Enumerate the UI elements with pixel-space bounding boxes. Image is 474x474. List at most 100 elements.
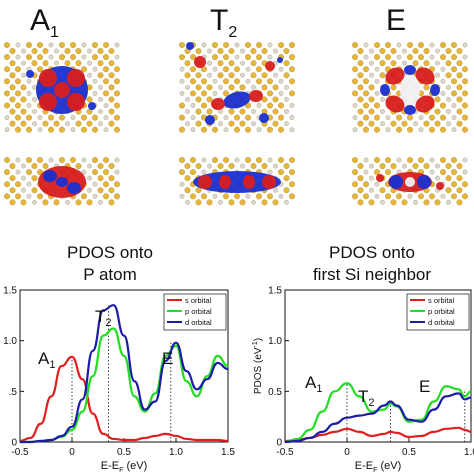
atom	[462, 42, 468, 48]
atom	[451, 127, 457, 133]
atom	[445, 60, 452, 67]
atom	[179, 157, 185, 163]
atom	[185, 97, 190, 102]
atom	[283, 163, 290, 169]
atom	[207, 72, 212, 78]
atom	[368, 120, 375, 127]
atom	[352, 181, 358, 188]
orbital-lobe	[265, 61, 275, 71]
atom	[284, 97, 289, 102]
atom	[289, 157, 295, 163]
atom	[278, 157, 284, 163]
atom	[114, 54, 120, 60]
atom	[278, 78, 284, 84]
atom	[26, 169, 32, 176]
atom	[26, 193, 32, 199]
atom	[272, 120, 279, 127]
atom	[379, 60, 386, 67]
atom	[462, 157, 468, 163]
atom	[92, 157, 98, 163]
atom	[374, 169, 380, 176]
atom	[15, 66, 21, 73]
atom	[363, 54, 369, 60]
atom	[402, 163, 407, 169]
x-tick-label: 1.5	[221, 447, 235, 458]
atom	[451, 103, 457, 108]
atom	[272, 96, 279, 103]
atom	[462, 66, 468, 73]
atom	[114, 90, 120, 97]
atom	[418, 54, 424, 61]
atom	[103, 90, 109, 97]
atom	[423, 199, 430, 206]
atom	[239, 120, 246, 127]
atom	[195, 48, 202, 54]
atom	[261, 84, 268, 91]
atom	[26, 42, 32, 48]
atom	[21, 48, 26, 54]
atom	[81, 66, 87, 73]
atom	[451, 181, 457, 188]
atom	[256, 78, 262, 85]
atom	[179, 193, 185, 199]
atom	[70, 157, 76, 163]
atom	[37, 66, 43, 73]
atom	[217, 72, 224, 79]
atom	[228, 120, 235, 127]
atom	[4, 78, 10, 85]
atom	[239, 84, 246, 91]
atom	[32, 121, 37, 127]
x-axis-label: E-EF (eV)	[355, 460, 401, 474]
atom	[212, 157, 218, 163]
y-tick-label: .5	[9, 387, 18, 398]
atom	[289, 66, 295, 73]
atom	[446, 109, 451, 114]
atom	[278, 169, 284, 176]
atom	[108, 120, 115, 127]
series-line-d-orbital	[19, 304, 229, 444]
atom	[190, 193, 196, 200]
atom	[462, 102, 468, 109]
atom	[357, 72, 364, 79]
atom	[179, 42, 185, 48]
atom	[42, 48, 49, 54]
atom	[250, 163, 257, 169]
atom	[256, 54, 262, 61]
atom	[70, 115, 76, 120]
x-axis-label: E-EF (eV)	[101, 460, 147, 474]
atom	[283, 175, 290, 182]
orbital-lobe	[186, 42, 194, 50]
atom	[65, 200, 70, 205]
atom	[103, 115, 109, 120]
atom	[15, 181, 21, 188]
atom	[228, 108, 235, 115]
atom	[396, 114, 402, 121]
atom	[190, 169, 196, 176]
atom	[352, 169, 358, 176]
atom	[108, 199, 115, 206]
atom	[228, 48, 235, 54]
atom	[37, 42, 43, 48]
orbital-lobe	[39, 93, 57, 111]
atom	[267, 126, 273, 133]
atom	[70, 127, 76, 133]
atom	[97, 60, 104, 67]
peak-label: T2	[358, 387, 375, 409]
atom	[278, 42, 284, 48]
atom	[273, 72, 278, 78]
atom	[15, 42, 21, 48]
x-tick-label: 1.0	[169, 447, 183, 458]
atom	[369, 163, 374, 169]
atom	[4, 42, 10, 48]
atom	[179, 91, 185, 96]
atom	[456, 84, 463, 91]
atom	[108, 96, 115, 103]
atom	[451, 193, 457, 200]
atom	[108, 163, 115, 169]
orbital-lobe	[211, 98, 225, 110]
atom	[267, 90, 273, 97]
atom	[352, 115, 358, 120]
right-panel-title: PDOS onto first Si neighbor	[312, 243, 432, 284]
atom	[190, 103, 196, 108]
orbital-lobe	[67, 93, 85, 111]
